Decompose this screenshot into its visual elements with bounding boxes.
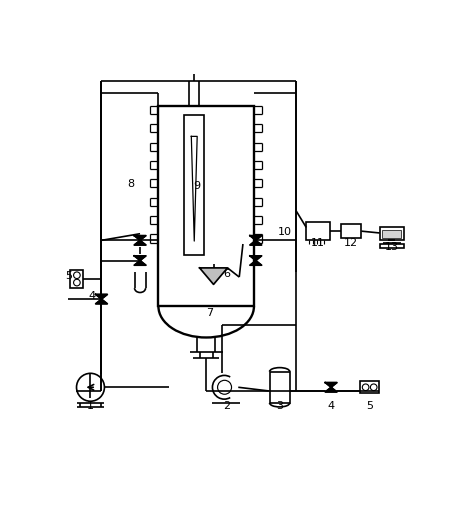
Polygon shape	[250, 236, 262, 245]
Polygon shape	[134, 256, 146, 265]
Bar	[380, 227, 404, 240]
Polygon shape	[200, 268, 228, 284]
Text: 4: 4	[328, 400, 335, 411]
Bar	[70, 270, 83, 288]
Text: 2: 2	[223, 400, 230, 411]
Text: 8: 8	[127, 179, 134, 189]
Text: 11: 11	[311, 238, 325, 248]
Text: 7: 7	[206, 308, 213, 318]
Text: 3: 3	[276, 400, 283, 411]
Bar	[184, 116, 204, 255]
Text: 9: 9	[193, 181, 201, 191]
Polygon shape	[250, 256, 262, 265]
Bar	[341, 224, 361, 238]
Polygon shape	[134, 236, 146, 245]
Polygon shape	[191, 136, 197, 241]
Bar	[380, 243, 404, 248]
Text: 10: 10	[278, 227, 292, 237]
Polygon shape	[325, 383, 337, 392]
Text: 12: 12	[344, 238, 358, 248]
Polygon shape	[96, 294, 108, 304]
Text: 4: 4	[89, 291, 96, 301]
Bar	[158, 106, 254, 307]
Text: 5: 5	[366, 400, 373, 411]
Text: 5: 5	[65, 271, 72, 281]
Text: 6: 6	[223, 269, 230, 279]
Bar	[382, 230, 401, 238]
Bar	[306, 222, 330, 240]
Bar	[360, 381, 379, 393]
Bar	[270, 372, 290, 403]
Text: 13: 13	[385, 241, 399, 251]
Text: 1: 1	[87, 400, 94, 411]
